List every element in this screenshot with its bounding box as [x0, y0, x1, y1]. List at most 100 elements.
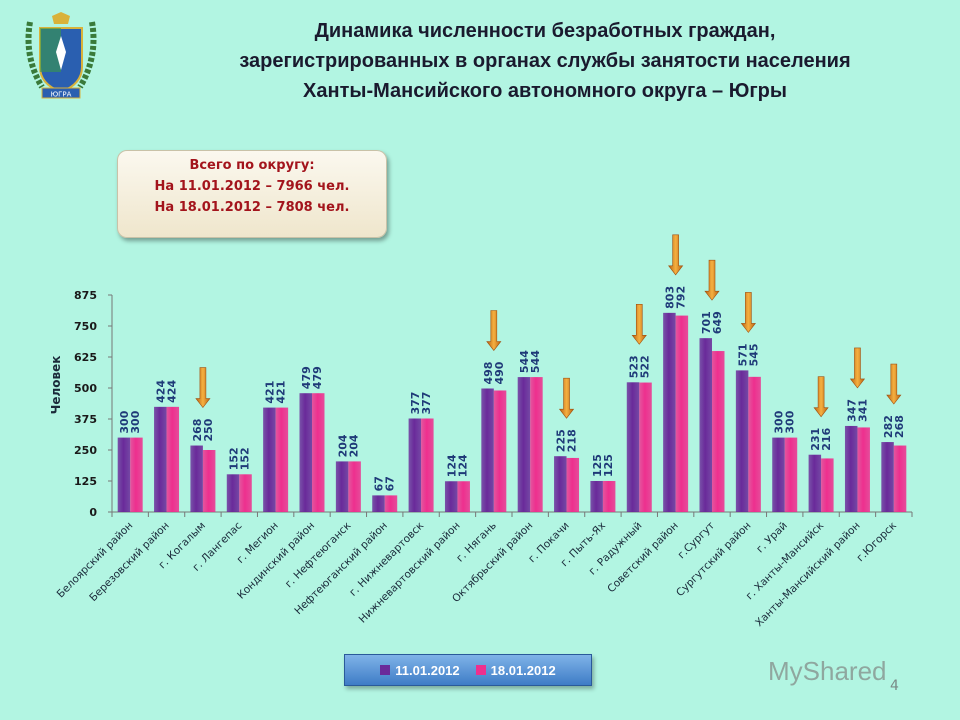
y-tick-label: 875 [74, 289, 97, 302]
bar-18-01-2012 [202, 450, 216, 512]
data-label: 421 [264, 381, 277, 404]
total-line-2: На 18.01.2012 – 7808 чел. [154, 200, 350, 215]
bar-18-01-2012 [893, 445, 907, 512]
bar-11-01-2012 [154, 406, 167, 512]
data-label: 225 [555, 429, 568, 452]
data-label: 544 [518, 350, 531, 373]
y-tick-label: 0 [89, 506, 97, 519]
x-tick-label: г. Нефтеюганск [283, 520, 354, 591]
data-label: 803 [664, 286, 677, 309]
data-label: 152 [238, 447, 251, 470]
bar-18-01-2012 [166, 406, 180, 512]
data-label: 250 [202, 418, 215, 441]
chart-legend: 11.01.2012 18.01.2012 [344, 654, 592, 686]
bar-18-01-2012 [821, 458, 834, 512]
bar-11-01-2012 [517, 377, 531, 512]
bar-11-01-2012 [626, 382, 640, 512]
y-tick-label: 125 [74, 475, 97, 488]
bar-18-01-2012 [675, 315, 689, 512]
legend-label-2: 18.01.2012 [490, 662, 556, 678]
data-label: 300 [118, 410, 131, 433]
bar-11-01-2012 [226, 474, 240, 512]
data-label: 124 [445, 454, 458, 477]
legend-label-1: 11.01.2012 [395, 662, 460, 678]
bar-11-01-2012 [881, 442, 894, 512]
bar-18-01-2012 [384, 495, 398, 512]
bar-18-01-2012 [639, 382, 652, 512]
down-arrow-icon [849, 347, 866, 389]
data-label: 300 [784, 410, 797, 433]
x-tick-label: Сургутский район [674, 520, 753, 599]
total-heading: Всего по округу: [189, 158, 315, 173]
total-line-1: На 11.01.2012 – 7966 чел. [154, 179, 350, 194]
bar-11-01-2012 [772, 437, 785, 512]
data-label: 341 [856, 399, 869, 422]
data-label: 67 [373, 476, 386, 491]
data-label: 498 [482, 362, 495, 385]
page-number: 4 [890, 678, 899, 694]
legend-swatch-purple [380, 665, 391, 675]
data-label: 67 [384, 476, 397, 491]
y-tick-label: 750 [74, 320, 97, 333]
bar-11-01-2012 [844, 425, 858, 512]
data-label: 347 [845, 399, 858, 422]
bar-11-01-2012 [408, 418, 422, 512]
legend-swatch-pink [475, 665, 486, 675]
bar-11-01-2012 [481, 388, 494, 512]
x-tick-label: г. Урай [754, 520, 790, 556]
bar-18-01-2012 [712, 351, 725, 512]
bar-18-01-2012 [493, 390, 507, 512]
data-label: 282 [882, 415, 895, 438]
bar-11-01-2012 [663, 312, 676, 512]
bar-18-01-2012 [348, 461, 361, 512]
data-label: 377 [409, 392, 422, 415]
data-label: 268 [893, 415, 906, 438]
data-label: 523 [627, 355, 640, 378]
bar-11-01-2012 [117, 437, 131, 512]
data-label: 216 [820, 427, 833, 450]
bar-11-01-2012 [263, 407, 276, 512]
data-label: 424 [166, 380, 179, 403]
data-label: 792 [675, 286, 688, 309]
data-label: 377 [420, 392, 433, 415]
data-label: 545 [747, 343, 760, 366]
x-tick-label: г.Югорск [854, 520, 898, 564]
bar-18-01-2012 [530, 377, 543, 512]
x-tick-label: Советский район [605, 520, 681, 596]
data-label: 125 [602, 454, 615, 477]
bar-18-01-2012 [566, 457, 580, 512]
bar-18-01-2012 [275, 407, 289, 512]
bar-11-01-2012 [335, 461, 349, 512]
data-label: 479 [311, 366, 324, 389]
bar-18-01-2012 [312, 393, 325, 512]
y-tick-label: 250 [74, 444, 97, 457]
data-label: 152 [227, 447, 240, 470]
down-arrow-icon [704, 259, 720, 301]
data-label: 204 [336, 434, 349, 457]
down-arrow-icon [631, 303, 647, 345]
coat-of-arms-logo: ЮГРА [22, 12, 100, 102]
bar-11-01-2012 [699, 338, 712, 512]
bar-18-01-2012 [239, 474, 252, 512]
data-label: 231 [809, 428, 822, 451]
down-arrow-icon [195, 367, 211, 409]
down-arrow-icon [558, 377, 575, 419]
bar-18-01-2012 [457, 481, 470, 512]
data-label: 124 [456, 454, 469, 477]
bar-11-01-2012 [554, 456, 567, 512]
down-arrow-icon [813, 376, 829, 418]
title-line-2: зарегистрированных в органах службы заня… [239, 50, 851, 72]
data-label: 300 [773, 410, 786, 433]
svg-text:ЮГРА: ЮГРА [51, 91, 72, 99]
data-label: 218 [566, 429, 579, 452]
bar-11-01-2012 [299, 393, 312, 512]
down-arrow-icon [668, 234, 684, 276]
bar-18-01-2012 [857, 427, 870, 512]
data-label: 571 [736, 343, 749, 366]
bar-18-01-2012 [784, 437, 798, 512]
bar-11-01-2012 [372, 495, 385, 512]
bar-11-01-2012 [444, 481, 458, 512]
data-label: 522 [638, 355, 651, 378]
legend-item-series-2: 18.01.2012 [475, 662, 556, 678]
